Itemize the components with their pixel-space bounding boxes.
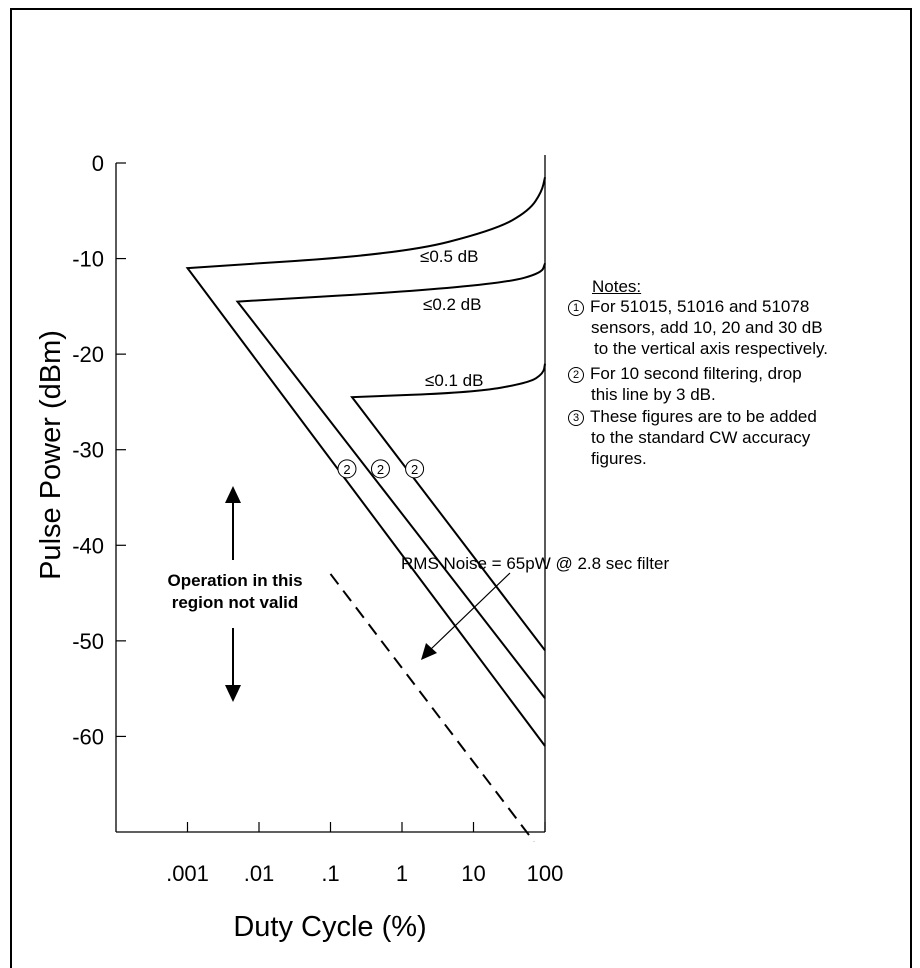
note-3-line-1: These figures are to be added (590, 407, 817, 426)
x-tick-label: .001 (166, 861, 209, 886)
invalid-region-line2: region not valid (171, 593, 299, 612)
y-tick-label: -60 (72, 724, 104, 749)
note-3: 3 These figures are to be added to the st… (568, 406, 817, 469)
note-number-2: 2 (568, 367, 584, 383)
y-tick-label: -40 (72, 533, 104, 558)
noise-floor-line (329, 573, 535, 843)
y-tick-label: -30 (72, 438, 104, 463)
chart-series (185, 177, 546, 843)
marker-circle (370, 459, 390, 479)
curve-label: ≤0.5 dB (420, 247, 478, 266)
x-tick-label: .1 (321, 861, 339, 886)
note-2-line-1: For 10 second filtering, drop (590, 364, 802, 383)
y-tick-label: 0 (92, 151, 104, 176)
note-1-line-1: For 51015, 51016 and 51078 (590, 297, 810, 316)
x-axis-title: Duty Cycle (%) (233, 911, 426, 943)
y-tick-label: -50 (72, 629, 104, 654)
filter-marker: 2 (337, 459, 357, 479)
up-arrow-head (225, 486, 241, 503)
y-tick-label: -10 (72, 247, 104, 272)
accuracy-curve (235, 263, 546, 699)
marker-label: 2 (377, 462, 384, 477)
marker-label: 2 (343, 462, 350, 477)
note-3-line-3: figures. (591, 449, 647, 468)
down-arrow-head (225, 685, 241, 702)
x-tick-label: 100 (527, 861, 564, 886)
noise-annotation: RMS Noise = 65pW @ 2.8 sec filter (401, 554, 669, 573)
chart-labels: ≤0.5 dB ≤0.2 dB ≤0.1 dB 2 2 2 RMS Noise = 65pW… (225, 247, 669, 702)
marker-circle (405, 459, 425, 479)
note-2-line-2: this line by 3 dB. (591, 385, 716, 404)
x-tick-label: 10 (461, 861, 485, 886)
y-tick-label: -20 (72, 342, 104, 367)
note-3-line-2: to the standard CW accuracy (591, 428, 811, 447)
y-axis-title: Pulse Power (dBm) (35, 330, 67, 580)
curve-label: ≤0.2 dB (423, 295, 481, 314)
note-1-line-3: to the vertical axis respectively. (594, 339, 828, 358)
marker-label: 2 (411, 462, 418, 477)
note-number-1: 1 (568, 300, 584, 316)
curve-label: ≤0.1 dB (425, 371, 483, 390)
accuracy-curve (350, 363, 546, 652)
note-2: 2 For 10 second filtering, drop this line… (568, 363, 802, 405)
noise-arrow-line (429, 572, 511, 651)
figure-frame (10, 8, 912, 968)
invalid-region-text: Operation in this region not valid (140, 570, 330, 614)
notes-heading: Notes: (592, 277, 642, 296)
accuracy-curve (185, 177, 546, 747)
filter-marker: 2 (370, 459, 390, 479)
noise-arrow-head (421, 643, 437, 660)
chart-axes: 0 -10 -20 -30 -40 -50 -60 .001 .01 .1 1 10 100 Duty C… (35, 151, 563, 943)
filter-marker: 2 (405, 459, 425, 479)
x-tick-label: 1 (396, 861, 408, 886)
invalid-region-line1: Operation in this (167, 571, 303, 590)
note-1: 1 For 51015, 51016 and 51078 sensors, add… (568, 296, 828, 359)
note-number-3: 3 (568, 410, 584, 426)
note-1-line-2: sensors, add 10, 20 and 30 dB (591, 318, 823, 337)
x-tick-label: .01 (244, 861, 275, 886)
marker-circle (337, 459, 357, 479)
